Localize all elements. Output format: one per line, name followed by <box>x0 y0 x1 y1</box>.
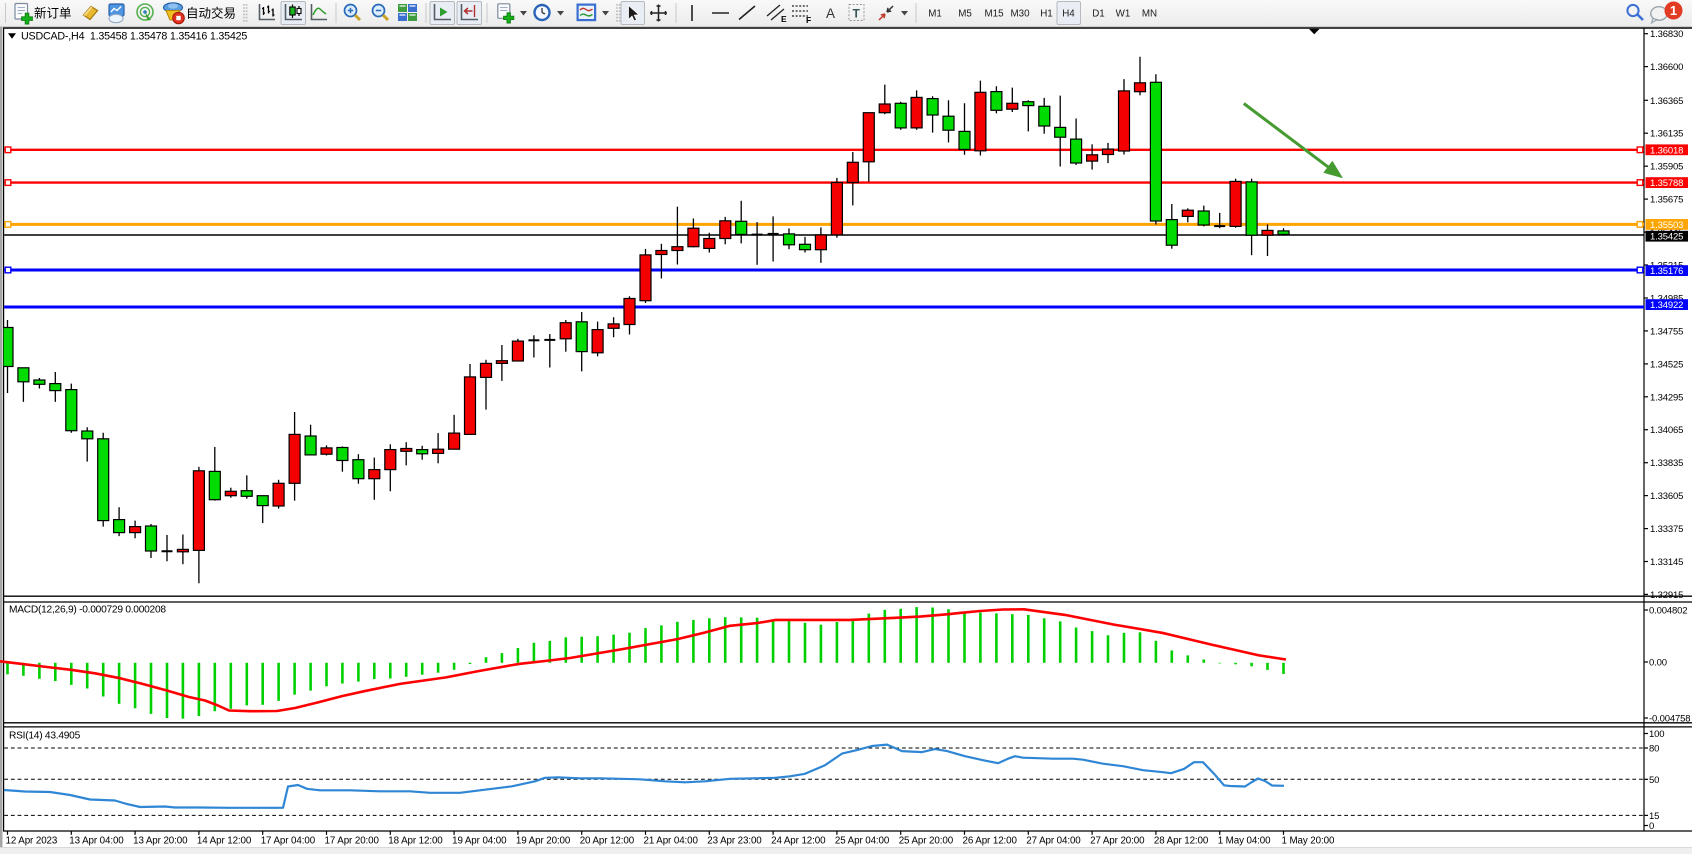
svg-text:1.32915: 1.32915 <box>1650 590 1683 601</box>
svg-text:1.33375: 1.33375 <box>1650 524 1683 535</box>
svg-text:W1: W1 <box>1116 9 1131 20</box>
svg-text:26 Apr 12:00: 26 Apr 12:00 <box>963 836 1018 847</box>
svg-text:A: A <box>826 6 835 21</box>
svg-text:1.36365: 1.36365 <box>1650 96 1683 107</box>
svg-text:M15: M15 <box>984 9 1004 20</box>
svg-text:M5: M5 <box>958 9 972 20</box>
svg-text:D1: D1 <box>1092 9 1105 20</box>
svg-text:28 Apr 12:00: 28 Apr 12:00 <box>1154 836 1209 847</box>
svg-text:1.33835: 1.33835 <box>1650 458 1683 469</box>
svg-text:1.35176: 1.35176 <box>1650 266 1683 277</box>
svg-text:1.34985: 1.34985 <box>1650 294 1683 305</box>
svg-text:1.34065: 1.34065 <box>1650 425 1683 436</box>
svg-text:80: 80 <box>1649 744 1659 755</box>
svg-text:MN: MN <box>1142 9 1157 20</box>
svg-text:1.34755: 1.34755 <box>1650 326 1683 337</box>
svg-text:0: 0 <box>1649 821 1654 832</box>
svg-text:0.00: 0.00 <box>1649 658 1667 669</box>
svg-text:T: T <box>853 7 861 21</box>
svg-text:1.35905: 1.35905 <box>1650 162 1683 173</box>
svg-text:27 Apr 04:00: 27 Apr 04:00 <box>1026 836 1081 847</box>
svg-text:M30: M30 <box>1010 9 1030 20</box>
svg-text:19 Apr 04:00: 19 Apr 04:00 <box>452 836 507 847</box>
svg-text:25 Apr 20:00: 25 Apr 20:00 <box>899 836 954 847</box>
svg-text:20 Apr 12:00: 20 Apr 12:00 <box>580 836 635 847</box>
svg-text:27 Apr 20:00: 27 Apr 20:00 <box>1090 836 1145 847</box>
svg-text:1.35425: 1.35425 <box>1650 232 1683 243</box>
svg-text:23 Apr 23:00: 23 Apr 23:00 <box>707 836 762 847</box>
svg-text:1.34525: 1.34525 <box>1650 359 1683 370</box>
svg-text:100: 100 <box>1649 729 1664 740</box>
svg-text:21 Apr 04:00: 21 Apr 04:00 <box>644 836 699 847</box>
svg-text:1.35788: 1.35788 <box>1650 178 1683 189</box>
svg-text:1.34922: 1.34922 <box>1650 300 1683 311</box>
svg-text:13 Apr 04:00: 13 Apr 04:00 <box>69 836 124 847</box>
svg-text:18 Apr 12:00: 18 Apr 12:00 <box>388 836 443 847</box>
svg-text:1: 1 <box>1670 3 1677 18</box>
svg-text:自动交易: 自动交易 <box>186 6 236 21</box>
svg-text:H1: H1 <box>1040 9 1053 20</box>
svg-text:1.33605: 1.33605 <box>1650 491 1683 502</box>
svg-text:25 Apr 04:00: 25 Apr 04:00 <box>835 836 890 847</box>
svg-text:1.33145: 1.33145 <box>1650 557 1683 568</box>
svg-text:新订单: 新订单 <box>34 6 72 21</box>
svg-text:1 May 20:00: 1 May 20:00 <box>1282 836 1335 847</box>
svg-text:12 Apr 2023: 12 Apr 2023 <box>6 836 58 847</box>
svg-text:50: 50 <box>1649 775 1659 786</box>
svg-text:E: E <box>781 14 787 24</box>
svg-text:RSI(14) 43.4905: RSI(14) 43.4905 <box>9 731 81 742</box>
svg-text:1.35503: 1.35503 <box>1650 220 1683 231</box>
svg-text:USDCAD-,H4 1.35458 1.35478 1.: USDCAD-,H4 1.35458 1.35478 1.35416 1.354… <box>21 31 247 43</box>
svg-text:14 Apr 12:00: 14 Apr 12:00 <box>197 836 252 847</box>
svg-text:13 Apr 20:00: 13 Apr 20:00 <box>133 836 188 847</box>
svg-text:1 May 04:00: 1 May 04:00 <box>1218 836 1271 847</box>
svg-text:19 Apr 20:00: 19 Apr 20:00 <box>516 836 571 847</box>
svg-text:17 Apr 04:00: 17 Apr 04:00 <box>261 836 316 847</box>
svg-text:1.36135: 1.36135 <box>1650 129 1683 140</box>
svg-text:15: 15 <box>1649 811 1659 822</box>
svg-text:1.35675: 1.35675 <box>1650 195 1683 206</box>
svg-text:0.004802: 0.004802 <box>1649 606 1687 617</box>
svg-text:1.36600: 1.36600 <box>1650 62 1683 73</box>
svg-text:1.34295: 1.34295 <box>1650 392 1683 403</box>
svg-text:F: F <box>806 15 811 25</box>
svg-text:MACD(12,26,9) -0.000729 0.0002: MACD(12,26,9) -0.000729 0.000208 <box>9 605 166 616</box>
svg-text:1.36830: 1.36830 <box>1650 29 1683 40</box>
svg-text:M1: M1 <box>928 9 942 20</box>
svg-text:17 Apr 20:00: 17 Apr 20:00 <box>325 836 380 847</box>
svg-text:H4: H4 <box>1062 9 1075 20</box>
svg-text:-0.004758: -0.004758 <box>1649 714 1690 725</box>
svg-text:1.36018: 1.36018 <box>1650 145 1683 156</box>
svg-text:24 Apr 12:00: 24 Apr 12:00 <box>771 836 826 847</box>
